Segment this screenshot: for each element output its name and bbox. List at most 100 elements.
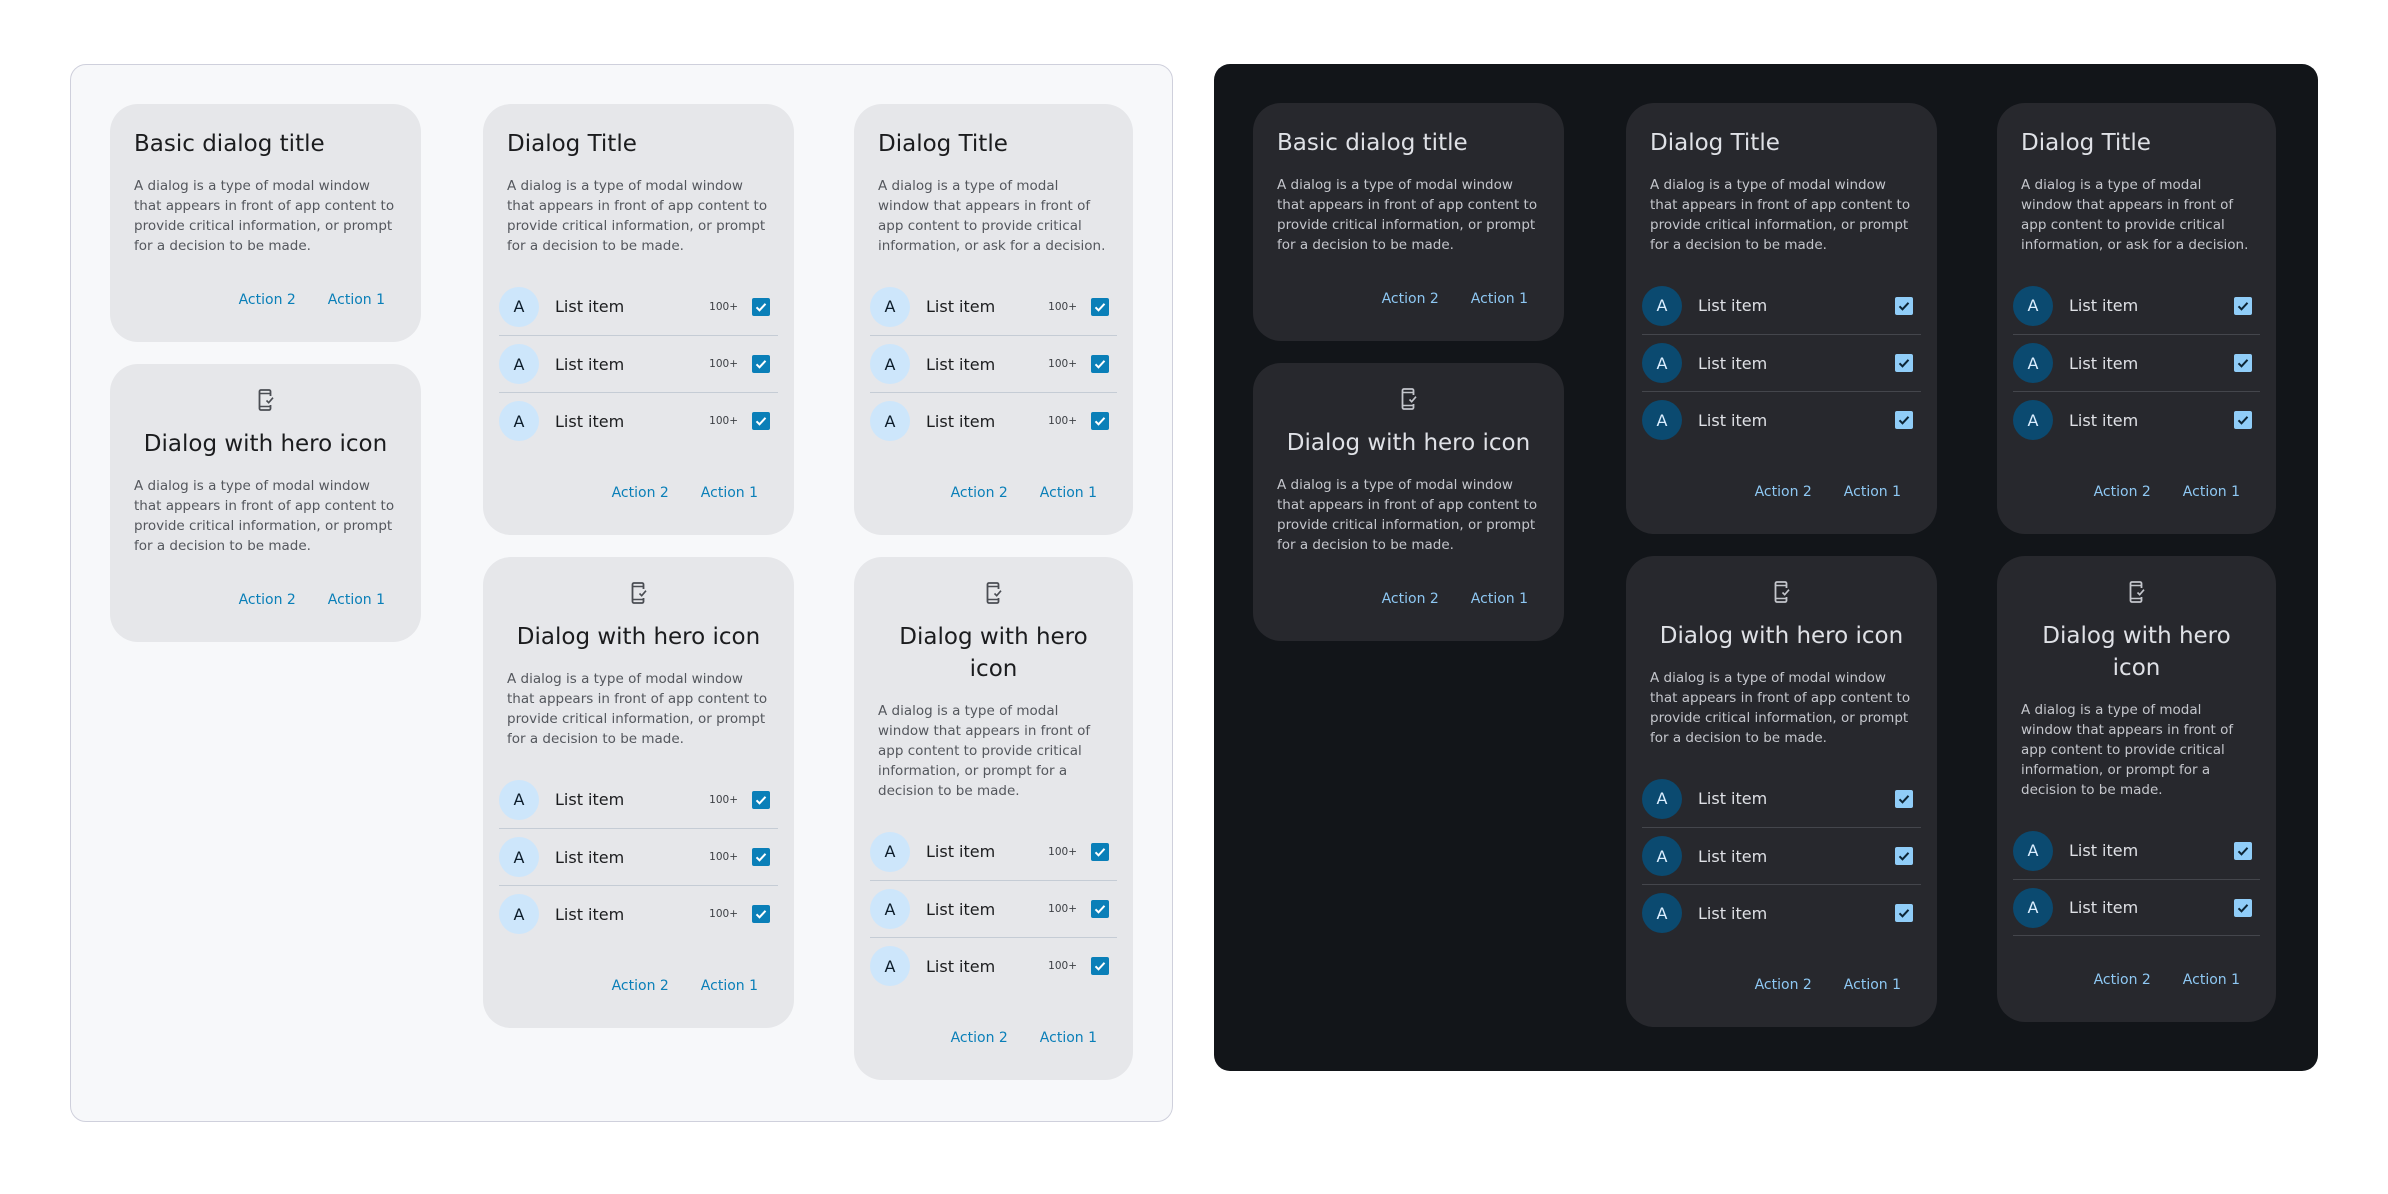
phone-check-icon [1626,580,1937,604]
action-1-button[interactable]: Action 1 [2182,972,2240,988]
dialog-title: Dialog Title [1650,130,1780,156]
list-item[interactable]: A List item [1642,827,1921,884]
dialog-list: A List item A List item [2013,822,2260,936]
checkbox[interactable] [1091,842,1109,861]
dialog-title: Dialog with hero icon [1659,623,1904,649]
dialog-body-text: A dialog is a type of modal window that … [507,671,768,747]
list-item[interactable]: A List item [2013,822,2260,879]
dialog-body-text: A dialog is a type of modal window that … [1277,477,1538,553]
checkbox[interactable] [752,412,770,430]
dialog-actions: Action 2 Action 1 [2021,472,2240,512]
action-2-button[interactable]: Action 2 [2093,972,2151,988]
list-item-label: List item [555,297,625,316]
list-item[interactable]: A List item 100+ [870,278,1117,335]
avatar: A [499,894,539,934]
action-1-button[interactable]: Action 1 [1039,485,1097,501]
checkbox[interactable] [2234,898,2252,917]
checkbox[interactable] [2234,841,2252,860]
avatar: A [1642,400,1682,440]
checkbox[interactable] [1091,412,1109,430]
checkbox[interactable] [2234,296,2252,315]
dialog-card: Dialog Title A dialog is a type of modal … [1626,103,1937,534]
dialog-actions: Action 2 Action 1 [507,473,758,513]
list-item[interactable]: A List item [1642,391,1921,448]
action-2-button[interactable]: Action 2 [950,485,1008,501]
action-2-button[interactable]: Action 2 [611,978,669,994]
checkbox[interactable] [1895,411,1913,429]
dialog-card: Basic dialog title A dialog is a type of … [110,104,421,342]
action-2-button[interactable]: Action 2 [2093,484,2151,500]
phone-check-icon [1997,580,2276,604]
checkbox[interactable] [2234,354,2252,372]
dialog-actions: Action 2 Action 1 [507,966,758,1006]
checkbox[interactable] [752,848,770,866]
checkbox[interactable] [1895,296,1913,315]
avatar: A [2013,285,2053,326]
list-item-badge: 100+ [1048,415,1077,427]
action-1-button[interactable]: Action 1 [700,978,758,994]
action-2-button[interactable]: Action 2 [1754,977,1812,993]
dialog-list: A List item 100+ A List item 100+ A List item 10… [870,278,1117,449]
action-1-button[interactable]: Action 1 [700,485,758,501]
avatar: A [499,837,539,877]
list-item[interactable]: A List item 100+ [870,335,1117,392]
action-2-button[interactable]: Action 2 [1381,591,1439,607]
list-item[interactable]: A List item 100+ [870,880,1117,937]
action-1-button[interactable]: Action 1 [1039,1030,1097,1046]
checkbox[interactable] [752,297,770,316]
action-1-button[interactable]: Action 1 [1470,291,1528,307]
checkbox[interactable] [1895,904,1913,922]
list-item[interactable]: A List item [1642,884,1921,941]
checkbox[interactable] [752,790,770,809]
action-2-button[interactable]: Action 2 [1754,484,1812,500]
list-item[interactable]: A List item 100+ [499,335,778,392]
checkbox[interactable] [2234,411,2252,429]
list-item[interactable]: A List item [2013,334,2260,391]
action-2-button[interactable]: Action 2 [950,1030,1008,1046]
checkbox[interactable] [1895,789,1913,808]
action-2-button[interactable]: Action 2 [238,292,296,308]
list-item[interactable]: A List item [1642,277,1921,334]
action-1-button[interactable]: Action 1 [1843,484,1901,500]
checkbox[interactable] [1091,355,1109,373]
list-item[interactable]: A List item 100+ [499,885,778,942]
list-item[interactable]: A List item [2013,391,2260,448]
avatar: A [499,401,539,441]
action-2-button[interactable]: Action 2 [611,485,669,501]
dialog-card: Dialog Title A dialog is a type of modal … [1997,103,2276,534]
list-item[interactable]: A List item 100+ [870,937,1117,994]
avatar: A [2013,830,2053,871]
list-item-label: List item [1698,789,1768,808]
list-item[interactable]: A List item 100+ [499,771,778,828]
avatar: A [1642,343,1682,383]
list-item[interactable]: A List item 100+ [499,278,778,335]
action-2-button[interactable]: Action 2 [238,592,296,608]
checkbox[interactable] [1895,354,1913,372]
list-item-label: List item [1698,353,1768,373]
list-item[interactable]: A List item 100+ [870,392,1117,449]
checkbox[interactable] [1091,957,1109,975]
action-1-button[interactable]: Action 1 [2182,484,2240,500]
dialog-title: Dialog Title [878,131,1008,157]
list-item[interactable]: A List item 100+ [499,828,778,885]
list-item[interactable]: A List item [2013,879,2260,936]
checkbox[interactable] [752,355,770,373]
checkbox[interactable] [752,905,770,923]
avatar: A [870,344,910,384]
checkbox[interactable] [1895,847,1913,865]
action-1-button[interactable]: Action 1 [327,292,385,308]
checkbox[interactable] [1091,297,1109,316]
checkbox[interactable] [1091,900,1109,918]
avatar: A [1642,836,1682,876]
list-item[interactable]: A List item 100+ [499,392,778,449]
dialog-actions: Action 2 Action 1 [2021,960,2240,1000]
list-item[interactable]: A List item 100+ [870,823,1117,880]
action-1-button[interactable]: Action 1 [1470,591,1528,607]
dialog-body-text: A dialog is a type of modal window that … [2021,702,2234,798]
action-1-button[interactable]: Action 1 [1843,977,1901,993]
list-item[interactable]: A List item [1642,334,1921,391]
action-2-button[interactable]: Action 2 [1381,291,1439,307]
list-item[interactable]: A List item [1642,770,1921,827]
action-1-button[interactable]: Action 1 [327,592,385,608]
list-item[interactable]: A List item [2013,277,2260,334]
